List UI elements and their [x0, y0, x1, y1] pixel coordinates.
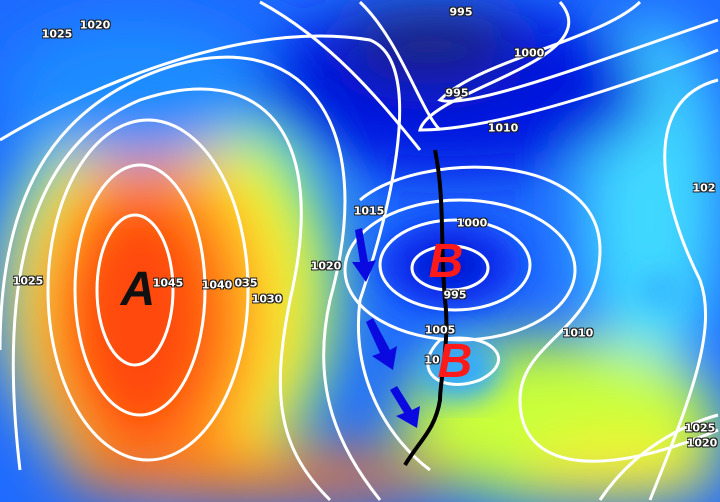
- isobar-label: 1010: [562, 326, 594, 340]
- isobar: [358, 0, 442, 132]
- isobar-label: 1020: [686, 436, 718, 450]
- isobar: [648, 78, 719, 501]
- isobar-label: 1010: [487, 121, 519, 135]
- isobar: [73, 163, 207, 417]
- isobar-label: 1040: [201, 278, 233, 292]
- isobar-label: 1000: [513, 46, 545, 60]
- isobar: [0, 55, 382, 501]
- isobar: [95, 213, 175, 367]
- isobar-label: 1025: [12, 274, 44, 288]
- isobar: [259, 0, 422, 151]
- isobar: [418, 1, 719, 132]
- isobar-label: 1020: [310, 259, 342, 273]
- isobar-label: 1030: [251, 292, 283, 306]
- isobar-label: 102: [692, 181, 716, 195]
- isobar: [426, 336, 500, 386]
- isobar: [343, 198, 577, 342]
- isobar-label: 1045: [152, 276, 184, 290]
- wind-arrows: [352, 228, 420, 428]
- isobar-label: 1025: [684, 421, 716, 435]
- isobar-label: 1015: [353, 204, 385, 218]
- isobar: [11, 87, 332, 502]
- isobar: [359, 165, 719, 463]
- isobar: [46, 118, 250, 462]
- trough-front-line: [403, 149, 449, 467]
- arrow-icon: [352, 228, 376, 282]
- isobar: [0, 34, 431, 472]
- low-pressure-center: B: [437, 335, 473, 388]
- isobar: [437, 0, 719, 103]
- arrow-icon: [366, 318, 397, 370]
- arrow-icon: [390, 386, 420, 428]
- isobar-label: 995: [445, 86, 469, 100]
- isobar-label: 035: [234, 276, 258, 290]
- high-pressure-center: A: [120, 263, 156, 316]
- isobar-label: 10: [424, 353, 440, 367]
- isobar-label: 1025: [41, 27, 73, 41]
- isobar-label: 1005: [424, 323, 456, 337]
- isobar: [410, 244, 490, 292]
- isobar-label: 1000: [456, 216, 488, 230]
- isobar-label: 995: [449, 5, 473, 19]
- isobar-label: 1020: [79, 18, 111, 32]
- low-pressure-center: B: [428, 235, 464, 288]
- isobar: [598, 413, 719, 501]
- isobar-label: 995: [443, 288, 467, 302]
- isobar: [378, 218, 532, 312]
